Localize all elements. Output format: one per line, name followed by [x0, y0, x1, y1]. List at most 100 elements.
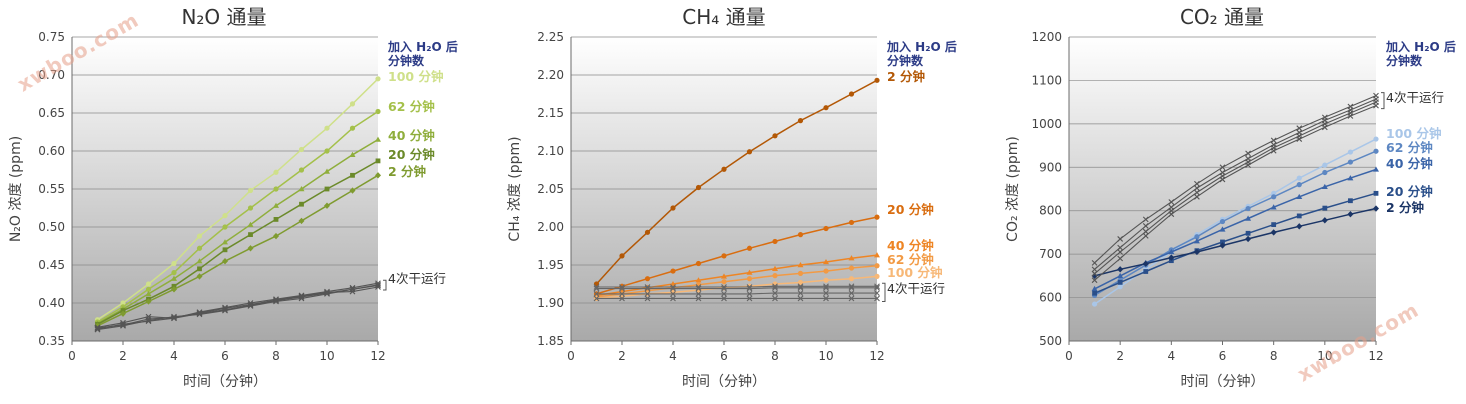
- data-point: [1271, 222, 1277, 228]
- data-point: [375, 108, 381, 115]
- data-point: [273, 217, 279, 222]
- data-point: [247, 303, 254, 309]
- data-point: [1270, 147, 1277, 154]
- series-line: [97, 110, 379, 323]
- legend-title: 加入 H₂O 后: [387, 39, 458, 54]
- y-tick-label: 0.60: [38, 144, 65, 158]
- data-point: [848, 255, 855, 261]
- plot-area: [1069, 37, 1376, 341]
- data-point: [644, 295, 651, 302]
- data-point: [273, 202, 279, 208]
- data-point: [721, 253, 727, 259]
- data-point: [823, 258, 829, 265]
- dry-run-line: [1094, 105, 1377, 281]
- data-point: [1117, 249, 1124, 255]
- data-point: [196, 233, 203, 239]
- data-point: [797, 262, 804, 268]
- data-point: [619, 295, 625, 302]
- x-tick-label: 8: [1270, 349, 1278, 363]
- dry-run-label: 4次干运行: [388, 271, 446, 286]
- dry-run-line: [1094, 101, 1377, 275]
- series-line: [97, 78, 379, 321]
- data-point: [324, 168, 330, 174]
- data-point: [375, 281, 381, 288]
- data-point: [299, 201, 304, 207]
- y-axis-label: CH₄ 浓度 (ppm): [507, 136, 523, 241]
- series-label: 2 分钟: [887, 69, 925, 84]
- data-point: [1117, 255, 1124, 262]
- x-tick-label: 6: [720, 349, 728, 363]
- data-point: [1168, 211, 1175, 218]
- data-point: [349, 286, 356, 293]
- data-point: [746, 276, 753, 282]
- data-point: [171, 313, 177, 320]
- x-tick-label: 0: [68, 349, 76, 363]
- data-point: [1194, 234, 1200, 240]
- dry-run-line: [596, 287, 877, 290]
- series-label: 100 分钟: [887, 265, 942, 280]
- data-point: [1168, 199, 1175, 205]
- data-point: [1194, 193, 1200, 200]
- data-point: [797, 270, 804, 276]
- data-point: [298, 217, 305, 225]
- data-point: [848, 91, 855, 97]
- x-tick-label: 12: [370, 349, 385, 363]
- data-point: [619, 285, 625, 292]
- data-point: [298, 167, 305, 173]
- data-point: [874, 290, 880, 297]
- data-point: [1322, 169, 1328, 176]
- data-point: [1296, 136, 1303, 142]
- data-point: [823, 277, 829, 283]
- dry-run-line: [97, 284, 379, 331]
- data-point: [874, 263, 880, 269]
- data-point: [619, 253, 625, 259]
- data-point: [1219, 176, 1226, 183]
- y-tick-label: 0.40: [38, 296, 65, 310]
- data-point: [1271, 194, 1277, 200]
- data-point: [196, 258, 203, 264]
- data-point: [772, 295, 778, 302]
- data-point: [222, 213, 228, 219]
- data-point: [746, 295, 753, 302]
- data-point: [874, 284, 880, 291]
- data-point: [1194, 180, 1200, 187]
- data-point: [298, 146, 305, 153]
- chart-panel: 1.85 1.90 1.95 2.00 2.05 2.10 2.15 2.20 2.25 0 2 4 6…: [507, 5, 957, 390]
- data-point: [222, 307, 228, 314]
- data-point: [1219, 242, 1226, 249]
- data-point: [874, 77, 880, 83]
- data-point: [1347, 175, 1354, 181]
- x-tick-label: 12: [869, 349, 884, 363]
- data-point: [1193, 238, 1200, 244]
- y-tick-label: 800: [1039, 204, 1062, 218]
- dry-run-line: [1094, 95, 1377, 264]
- data-point: [746, 269, 753, 275]
- series-label: 2 分钟: [388, 164, 426, 179]
- series-label: 40 分钟: [1386, 156, 1433, 171]
- legend-title: 加入 H₂O 后: [886, 39, 957, 54]
- data-point: [1296, 213, 1302, 219]
- data-point: [1245, 235, 1252, 243]
- data-point: [848, 295, 855, 302]
- data-point: [797, 295, 804, 302]
- data-point: [1168, 254, 1175, 261]
- data-point: [1322, 205, 1328, 211]
- x-axis-label: 时间（分钟）: [183, 373, 267, 390]
- data-point: [593, 290, 600, 297]
- y-tick-label: 600: [1039, 291, 1062, 305]
- data-point: [848, 265, 855, 271]
- data-point: [644, 276, 651, 282]
- data-point: [797, 290, 804, 297]
- y-axis-label: N₂O 浓度 (ppm): [8, 136, 24, 242]
- data-point: [1168, 248, 1175, 255]
- data-point: [171, 270, 177, 276]
- x-tick-label: 0: [567, 349, 575, 363]
- data-point: [1143, 269, 1149, 274]
- data-point: [772, 265, 778, 271]
- chart-title: CO₂ 通量: [1180, 5, 1264, 29]
- series-line: [596, 265, 878, 298]
- y-axis-label: CO₂ 浓度 (ppm): [1005, 136, 1021, 242]
- y-tick-label: 1.90: [537, 296, 564, 310]
- y-tick-label: 2.00: [537, 220, 564, 234]
